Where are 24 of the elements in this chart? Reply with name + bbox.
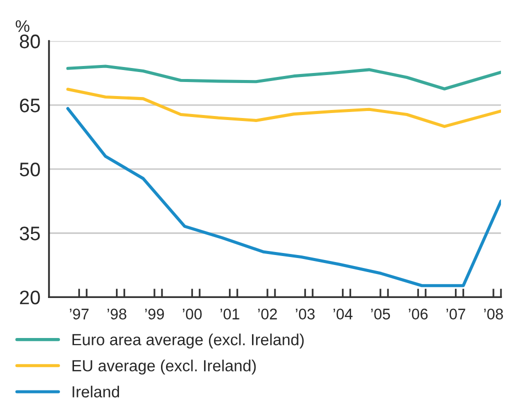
x-tick-label: ’08 — [484, 308, 503, 320]
y-tick-label: 50 — [20, 162, 40, 176]
y-tick-label: 80 — [20, 34, 40, 48]
y-tick-label: 65 — [20, 98, 40, 112]
x-tick-label: ’06 — [408, 308, 428, 320]
x-tick-label: ’02 — [258, 308, 277, 320]
x-tick-label: ’05 — [371, 308, 390, 320]
legend-label: EU average (excl. Ireland) — [72, 360, 256, 375]
x-tick-label: ’04 — [334, 308, 353, 320]
x-tick-label: ’07 — [446, 308, 466, 320]
x-tick-label: ’03 — [296, 308, 315, 320]
line-series — [66, 64, 501, 90]
x-tick-label: ’98 — [108, 308, 126, 320]
legend-label: Ireland — [72, 386, 120, 398]
x-tick-label: ’01 — [220, 308, 240, 320]
y-axis-title: % — [16, 20, 30, 32]
x-tick-label: ’97 — [70, 308, 89, 320]
x-tick-label: ’00 — [182, 308, 202, 320]
legend-label: Euro area average (excl. Ireland) — [72, 334, 304, 348]
x-tick-label: ’99 — [145, 308, 164, 320]
line-series — [66, 106, 501, 288]
y-tick-label: 20 — [20, 290, 40, 304]
y-tick-label: 35 — [20, 226, 40, 240]
line-series — [66, 88, 501, 128]
